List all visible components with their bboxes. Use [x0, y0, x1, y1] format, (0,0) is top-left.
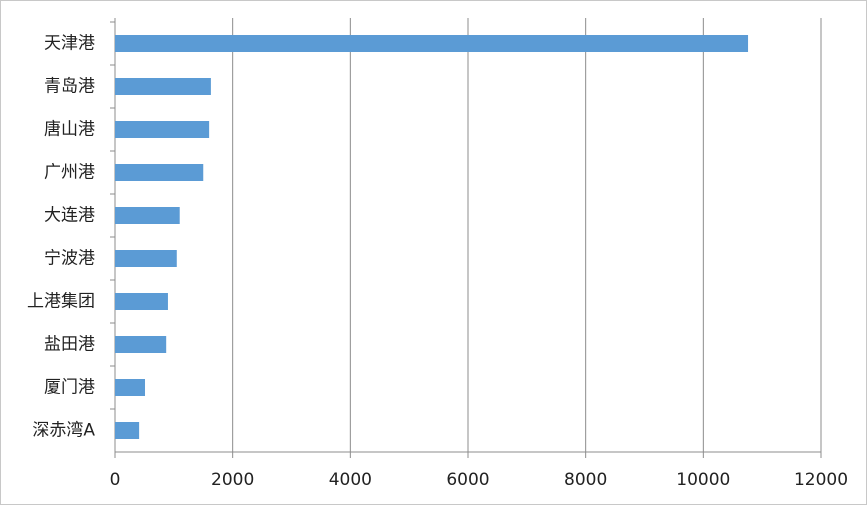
y-tick-label: 深赤湾A	[32, 421, 95, 441]
y-tick-label: 广州港	[44, 163, 95, 183]
bar	[115, 121, 210, 138]
bar	[115, 35, 749, 52]
x-tick-label: 12000	[794, 470, 848, 490]
bar	[115, 78, 211, 95]
bar	[115, 422, 140, 439]
x-tick-label: 6000	[446, 470, 489, 490]
x-tick-label: 4000	[329, 470, 372, 490]
x-tick-label: 8000	[564, 470, 607, 490]
bar	[115, 207, 180, 224]
y-tick-label: 厦门港	[44, 378, 95, 398]
y-tick-label: 青岛港	[44, 77, 95, 97]
x-tick-label: 0	[110, 470, 121, 490]
bar	[115, 379, 146, 396]
y-tick-label: 大连港	[44, 206, 95, 226]
bar	[115, 336, 167, 353]
bar	[115, 164, 204, 181]
y-tick-label: 盐田港	[44, 335, 95, 355]
x-tick-label: 10000	[676, 470, 730, 490]
y-tick-label: 上港集团	[27, 292, 95, 312]
y-tick-label: 唐山港	[44, 119, 95, 140]
y-tick-label: 宁波港	[44, 249, 95, 269]
bar	[115, 293, 168, 310]
bar	[115, 250, 177, 267]
y-tick-label: 天津港	[44, 34, 95, 54]
x-tick-label: 2000	[211, 470, 254, 490]
